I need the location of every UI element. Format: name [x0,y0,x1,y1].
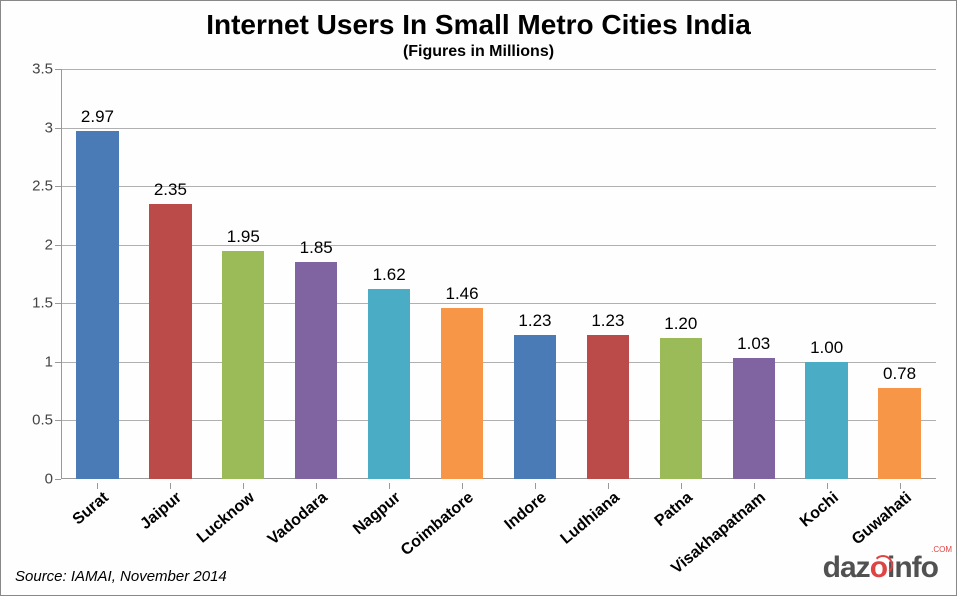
bar-value-label: 0.78 [883,364,916,384]
bar: 1.03 [733,358,775,479]
y-tick-label: 0.5 [32,412,53,429]
bar-value-label: 1.62 [373,265,406,285]
y-tick-label: 0 [45,471,53,488]
bar-value-label: 1.95 [227,227,260,247]
y-tick-mark [55,128,61,129]
bar-value-label: 1.23 [591,311,624,331]
x-axis-label: Jaipur [138,489,186,534]
x-tick-mark [827,483,828,489]
x-tick-mark [170,483,171,489]
bar: 1.20 [660,338,702,479]
y-tick-label: 2 [45,236,53,253]
bar: 1.23 [587,335,629,479]
x-axis-label: Nagpur [350,489,404,539]
x-tick-mark [389,483,390,489]
x-axis-label: Kochi [797,489,843,531]
bar-value-label: 1.85 [300,238,333,258]
bar: 2.35 [149,204,191,479]
x-tick-mark [316,483,317,489]
bar: 1.00 [805,362,847,479]
y-tick-mark [55,69,61,70]
x-axis-label: Coimbatore [398,489,478,560]
y-tick-label: 3.5 [32,61,53,78]
bar: 1.95 [222,251,264,479]
chart-container: Internet Users In Small Metro Cities Ind… [0,0,957,596]
bar: 0.78 [878,388,920,479]
x-tick-mark [681,483,682,489]
y-tick-mark [55,245,61,246]
bar: 1.23 [514,335,556,479]
x-tick-mark [462,483,463,489]
bar: 1.62 [368,289,410,479]
bar-value-label: 2.97 [81,107,114,127]
x-axis-label: Surat [70,489,113,529]
bar-value-label: 1.00 [810,338,843,358]
bar-value-label: 1.03 [737,334,770,354]
bar-value-label: 1.20 [664,314,697,334]
x-tick-mark [900,483,901,489]
y-tick-label: 3 [45,119,53,136]
x-tick-mark [754,483,755,489]
y-tick-label: 1 [45,353,53,370]
x-axis-label: Guwahati [848,489,915,549]
y-tick-mark [55,186,61,187]
x-tick-mark [608,483,609,489]
chart-subtitle: (Figures in Millions) [1,43,956,61]
bar: 1.46 [441,308,483,479]
bar-value-label: 1.46 [445,284,478,304]
x-tick-mark [97,483,98,489]
x-axis-label: Vadodara [265,489,332,549]
x-axis-label: Lucknow [194,489,259,547]
y-tick-mark [55,479,61,480]
bars-group: 2.97 2.35 1.95 1.85 1.62 1.46 1.23 1.23 1.20 1.03… [61,69,936,479]
chart-title: Internet Users In Small Metro Cities Ind… [1,9,956,41]
x-axis-label: Patna [651,489,696,531]
y-tick-mark [55,303,61,304]
x-axis-label: Ludhiana [557,489,623,548]
bar-value-label: 2.35 [154,180,187,200]
x-axis-label: Indore [502,489,551,534]
bar: 2.97 [76,131,118,479]
y-tick-label: 1.5 [32,295,53,312]
x-axis-labels: Surat JaipurLucknowVadodara NagpurCoimbato… [61,483,936,573]
x-tick-mark [535,483,536,489]
bar-value-label: 1.23 [518,311,551,331]
bar: 1.85 [295,262,337,479]
source-text: Source: IAMAI, November 2014 [15,568,227,585]
y-tick-label: 2.5 [32,178,53,195]
y-tick-mark [55,420,61,421]
y-tick-mark [55,362,61,363]
x-tick-mark [243,483,244,489]
plot-area: 2.97 2.35 1.95 1.85 1.62 1.46 1.23 1.23 1.20 1.03… [61,69,936,479]
